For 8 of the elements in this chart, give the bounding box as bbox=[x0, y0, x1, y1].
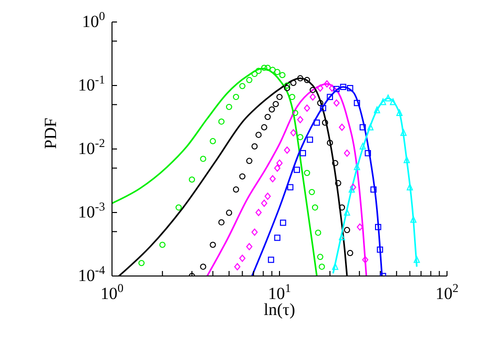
y-tick-label: 10$^{-2}$ bbox=[78, 136, 105, 158]
y-axis-title: PDF bbox=[41, 118, 60, 149]
x-tick-label: 10$^{2}$ bbox=[436, 281, 458, 303]
x-tick-label: 10$^{1}$ bbox=[268, 281, 291, 303]
y-tick-label: 10$^{-3}$ bbox=[78, 200, 105, 222]
x-axis-title: ln(τ) bbox=[264, 300, 296, 319]
y-tick-label: 10$^{0}$ bbox=[82, 9, 105, 31]
y-tick-label: 10$^{-1}$ bbox=[78, 72, 105, 94]
